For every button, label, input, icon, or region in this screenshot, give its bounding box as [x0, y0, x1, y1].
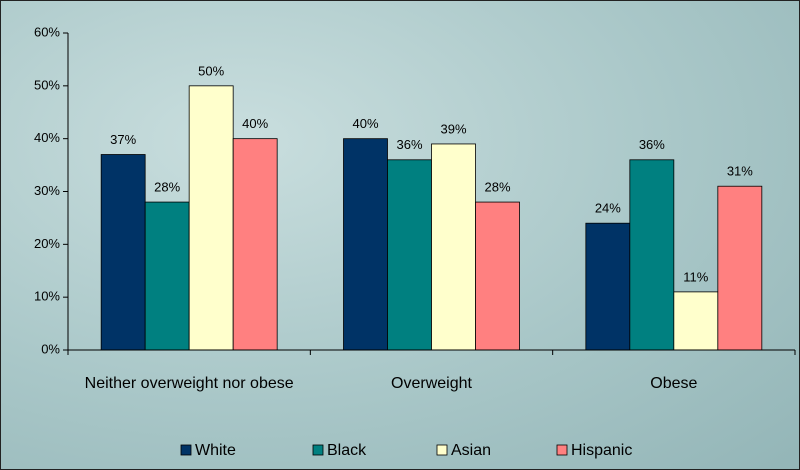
legend-swatch: [436, 444, 448, 456]
legend-swatch: [180, 444, 192, 456]
legend-label: Hispanic: [571, 442, 632, 459]
y-tick-label: 50%: [34, 77, 60, 92]
bar: [673, 291, 719, 351]
legend-swatch: [312, 444, 324, 456]
legend-label: Asian: [451, 442, 491, 459]
bar: [100, 154, 146, 351]
bar: [717, 185, 763, 351]
bar: [232, 138, 278, 351]
data-label: 28%: [484, 180, 510, 195]
y-tick-label: 10%: [34, 289, 60, 304]
bar: [144, 201, 190, 351]
legend-label: White: [195, 442, 236, 459]
legend-swatch: [556, 444, 568, 456]
y-tick-label: 40%: [34, 130, 60, 145]
legend-label: Black: [327, 442, 367, 459]
data-label: 36%: [396, 137, 422, 152]
bar: [475, 201, 520, 351]
y-tick-label: 30%: [34, 183, 60, 198]
bar: [188, 85, 234, 351]
data-label: 31%: [727, 164, 753, 179]
data-label: 36%: [639, 137, 665, 152]
bar: [431, 143, 476, 351]
data-label: 40%: [352, 116, 378, 131]
bar: [387, 159, 432, 351]
x-tick-label: Overweight: [391, 375, 472, 392]
data-label: 40%: [242, 116, 268, 131]
x-tick-label: Neither overweight nor obese: [84, 375, 294, 392]
data-label: 28%: [154, 180, 180, 195]
x-tick-label: Obese: [650, 375, 698, 392]
data-label: 11%: [683, 269, 708, 284]
y-tick-label: 20%: [34, 236, 60, 251]
data-label: 50%: [198, 63, 224, 78]
data-label: 37%: [110, 132, 136, 147]
data-label: 39%: [440, 121, 466, 136]
bar: [629, 159, 675, 351]
data-label: 24%: [595, 201, 621, 216]
bar: [585, 222, 631, 351]
y-tick-label: 0%: [41, 341, 60, 356]
y-tick-label: 60%: [34, 24, 60, 39]
bar: [343, 138, 388, 351]
